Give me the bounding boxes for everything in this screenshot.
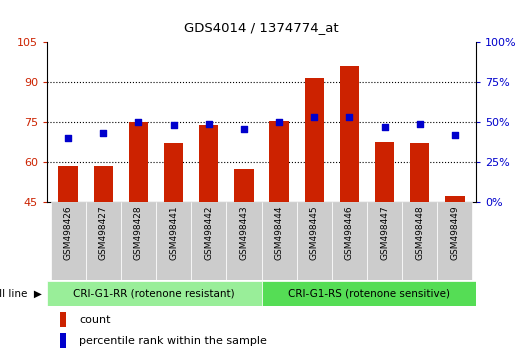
Text: GSM498441: GSM498441 <box>169 206 178 260</box>
Bar <box>304 78 324 202</box>
Point <box>275 119 283 125</box>
Bar <box>129 122 148 202</box>
Point <box>204 121 213 127</box>
Point <box>415 121 424 127</box>
Bar <box>191 202 226 280</box>
Bar <box>121 202 156 280</box>
Point <box>451 132 459 138</box>
Bar <box>86 202 121 280</box>
Text: cell line  ▶: cell line ▶ <box>0 289 42 299</box>
Text: GSM498426: GSM498426 <box>64 206 73 260</box>
Bar <box>226 202 262 280</box>
Bar <box>51 202 86 280</box>
Point <box>310 115 319 120</box>
Bar <box>199 125 219 202</box>
Text: GSM498446: GSM498446 <box>345 206 354 260</box>
Bar <box>367 202 402 280</box>
Bar <box>297 202 332 280</box>
Bar <box>234 169 254 202</box>
Point <box>345 115 354 120</box>
Text: GSM498448: GSM498448 <box>415 206 424 260</box>
Text: CRI-G1-RS (rotenone sensitive): CRI-G1-RS (rotenone sensitive) <box>288 289 450 299</box>
Point <box>240 126 248 131</box>
Bar <box>410 143 429 202</box>
Bar <box>332 202 367 280</box>
Text: GSM498444: GSM498444 <box>275 206 283 260</box>
Bar <box>402 202 437 280</box>
Text: GSM498449: GSM498449 <box>450 206 459 260</box>
Point <box>380 124 389 130</box>
Bar <box>94 166 113 202</box>
Bar <box>340 67 359 202</box>
Text: GSM498443: GSM498443 <box>240 206 248 260</box>
Bar <box>60 333 66 348</box>
Bar <box>47 281 262 306</box>
Bar <box>164 143 183 202</box>
Bar <box>269 121 289 202</box>
Text: GSM498442: GSM498442 <box>204 206 213 260</box>
Text: GSM498445: GSM498445 <box>310 206 319 260</box>
Text: count: count <box>79 315 111 325</box>
Point <box>169 122 178 128</box>
Bar <box>445 196 464 202</box>
Bar <box>156 202 191 280</box>
Bar <box>262 202 297 280</box>
Text: GSM498447: GSM498447 <box>380 206 389 260</box>
Text: GDS4014 / 1374774_at: GDS4014 / 1374774_at <box>184 21 339 34</box>
Bar <box>262 281 476 306</box>
Bar <box>60 312 66 327</box>
Point <box>99 131 108 136</box>
Text: GSM498427: GSM498427 <box>99 206 108 260</box>
Text: percentile rank within the sample: percentile rank within the sample <box>79 336 267 346</box>
Point <box>64 135 72 141</box>
Bar <box>375 142 394 202</box>
Text: GSM498428: GSM498428 <box>134 206 143 260</box>
Point <box>134 119 143 125</box>
Bar <box>437 202 472 280</box>
Bar <box>59 166 78 202</box>
Text: CRI-G1-RR (rotenone resistant): CRI-G1-RR (rotenone resistant) <box>73 289 235 299</box>
